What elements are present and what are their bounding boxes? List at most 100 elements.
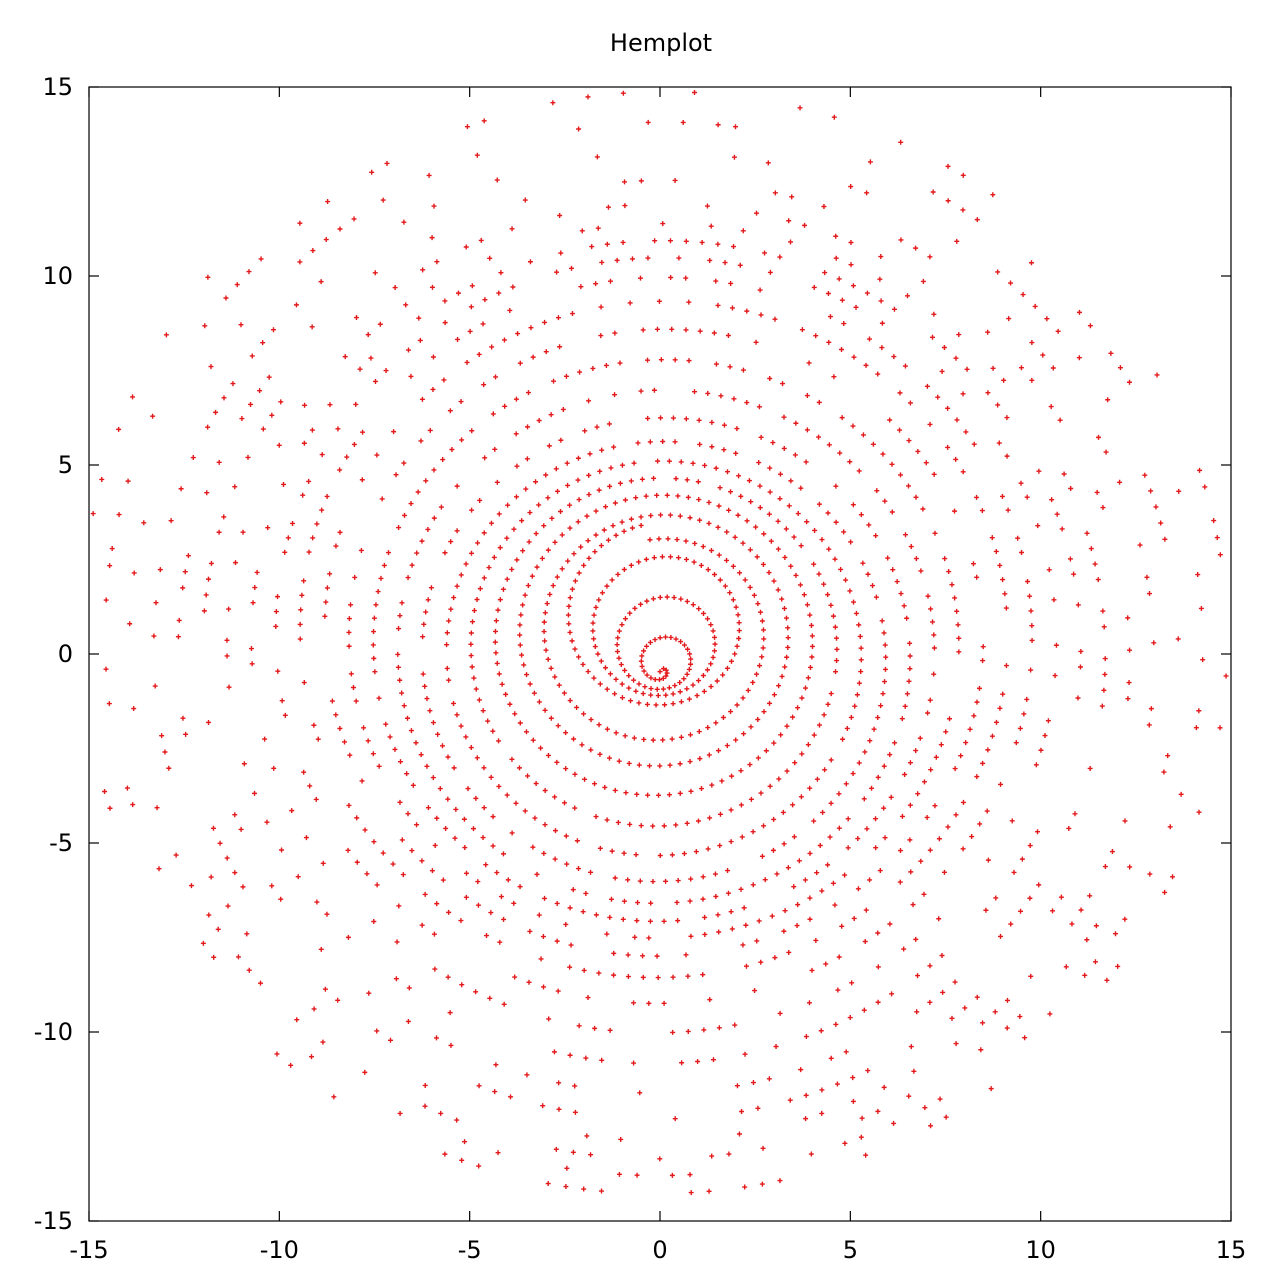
data-point — [201, 608, 207, 614]
data-point — [357, 366, 363, 372]
data-point — [907, 837, 913, 843]
data-point — [713, 893, 719, 899]
data-point — [848, 239, 854, 245]
data-point — [680, 119, 686, 125]
data-point — [1087, 893, 1093, 899]
data-point — [337, 529, 343, 535]
data-point — [906, 438, 912, 444]
data-point — [728, 658, 734, 664]
data-point — [863, 907, 869, 913]
data-point — [481, 118, 487, 124]
data-point — [311, 722, 317, 728]
data-point — [516, 765, 522, 771]
data-point — [1094, 489, 1100, 495]
data-point — [714, 678, 720, 684]
data-point — [866, 522, 872, 528]
data-point — [974, 774, 980, 780]
data-point — [657, 853, 663, 859]
data-point — [637, 878, 643, 884]
data-point — [258, 256, 264, 262]
data-point — [760, 627, 766, 633]
data-point — [807, 916, 813, 922]
data-point — [708, 684, 714, 690]
data-point — [619, 695, 625, 701]
data-point — [670, 691, 676, 697]
data-point — [760, 561, 766, 567]
data-point — [758, 959, 764, 965]
data-point — [1044, 316, 1050, 322]
data-point — [234, 282, 240, 288]
data-point — [706, 520, 712, 526]
data-point — [952, 979, 958, 985]
data-point — [438, 504, 444, 510]
data-point — [1102, 864, 1108, 870]
data-point — [429, 284, 435, 290]
data-point — [557, 212, 563, 218]
data-point — [583, 890, 589, 896]
data-point — [587, 451, 593, 457]
data-point — [446, 677, 452, 683]
data-point — [1011, 869, 1017, 875]
data-point — [638, 178, 644, 184]
data-point — [867, 336, 873, 342]
data-point — [557, 344, 563, 350]
data-point — [493, 1062, 499, 1068]
data-point — [822, 270, 828, 276]
data-point — [211, 954, 217, 960]
data-point — [990, 365, 996, 371]
data-point — [980, 760, 986, 766]
data-point — [420, 634, 426, 640]
data-point — [350, 685, 356, 691]
data-point — [593, 508, 599, 514]
data-point — [141, 520, 147, 526]
data-point — [496, 511, 502, 517]
data-point — [803, 1034, 809, 1040]
data-point — [396, 903, 402, 909]
data-point — [786, 503, 792, 509]
data-point — [685, 646, 691, 652]
data-point — [314, 899, 320, 905]
data-point — [740, 942, 746, 948]
data-point — [675, 493, 681, 499]
data-point — [422, 683, 428, 689]
data-point — [752, 988, 758, 994]
data-point — [521, 662, 527, 668]
data-point — [632, 934, 638, 940]
data-point — [554, 269, 560, 275]
data-point — [678, 699, 684, 705]
data-point — [767, 465, 773, 471]
data-point — [659, 554, 665, 560]
data-point — [715, 302, 721, 308]
data-point — [836, 276, 842, 282]
data-point — [504, 792, 510, 798]
data-point — [580, 909, 586, 915]
data-point — [1028, 973, 1034, 979]
data-point — [843, 577, 849, 583]
data-point — [458, 399, 464, 405]
data-point — [818, 1028, 824, 1034]
data-point — [985, 747, 991, 753]
data-point — [554, 759, 560, 765]
data-point — [754, 554, 760, 560]
data-point — [762, 877, 768, 883]
data-point — [839, 923, 845, 929]
data-point — [543, 647, 549, 653]
data-point — [956, 649, 962, 655]
data-point — [669, 1172, 675, 1178]
data-point — [669, 326, 675, 332]
data-point — [1217, 725, 1223, 731]
data-point — [271, 765, 277, 771]
data-point — [777, 471, 783, 477]
data-point — [384, 160, 390, 166]
data-point — [758, 609, 764, 615]
data-point — [839, 297, 845, 303]
data-point — [910, 902, 916, 908]
data-point — [538, 745, 544, 751]
data-point — [954, 417, 960, 423]
data-point — [1022, 1035, 1028, 1041]
data-point — [700, 972, 706, 978]
data-point — [252, 790, 258, 796]
data-point — [383, 721, 389, 727]
data-point — [1029, 340, 1035, 346]
data-point — [902, 703, 908, 709]
